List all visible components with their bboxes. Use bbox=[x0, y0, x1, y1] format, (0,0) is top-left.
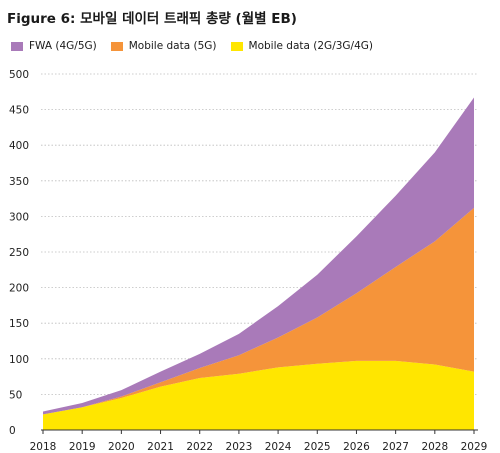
y-tick-label-400: 400 bbox=[9, 140, 29, 152]
legend-label-5g: Mobile data (5G) bbox=[128, 40, 217, 52]
x-tick-label-2019: 2019 bbox=[69, 441, 96, 453]
area-series-2 bbox=[43, 97, 474, 415]
y-tick-label-500: 500 bbox=[9, 69, 29, 81]
x-tick-label-2027: 2027 bbox=[382, 441, 409, 453]
legend-swatch-5g bbox=[110, 41, 123, 51]
x-tick-label-2028: 2028 bbox=[421, 441, 448, 453]
x-tick-label-2025: 2025 bbox=[304, 441, 331, 453]
x-tick-label-2022: 2022 bbox=[186, 441, 213, 453]
legend-item-fwa: FWA (4G/5G) bbox=[11, 40, 97, 52]
area-series-0 bbox=[43, 360, 474, 430]
x-tick-label-2026: 2026 bbox=[343, 441, 370, 453]
chart-legend: FWA (4G/5G) Mobile data (5G) Mobile data… bbox=[11, 40, 373, 52]
y-tick-label-100: 100 bbox=[9, 354, 29, 366]
y-tick-label-0: 0 bbox=[9, 425, 16, 437]
y-tick-label-250: 250 bbox=[9, 247, 29, 259]
legend-swatch-fwa bbox=[11, 41, 23, 51]
legend-item-5g: Mobile data (5G) bbox=[110, 40, 217, 52]
x-tick-label-2023: 2023 bbox=[226, 441, 253, 453]
area-series-1 bbox=[43, 207, 474, 415]
x-tick-label-2029: 2029 bbox=[461, 441, 488, 453]
x-tick-label-2021: 2021 bbox=[147, 441, 174, 453]
y-tick-label-350: 350 bbox=[9, 176, 29, 188]
legend-item-4g: Mobile data (2G/3G/4G) bbox=[230, 40, 374, 52]
y-tick-label-50: 50 bbox=[9, 389, 22, 401]
x-tick-label-2018: 2018 bbox=[30, 441, 57, 453]
x-tick-label-2024: 2024 bbox=[265, 441, 292, 453]
chart-title: Figure 6: 모바일 데이터 트래픽 총량 (월별 EB) bbox=[7, 11, 297, 27]
legend-label-4g: Mobile data (2G/3G/4G) bbox=[248, 40, 374, 52]
legend-swatch-4g bbox=[230, 41, 243, 51]
y-tick-label-450: 450 bbox=[9, 105, 29, 117]
y-tick-label-150: 150 bbox=[9, 318, 29, 330]
legend-label-fwa: FWA (4G/5G) bbox=[29, 40, 97, 52]
x-tick-label-2020: 2020 bbox=[108, 441, 135, 453]
y-tick-label-300: 300 bbox=[9, 211, 29, 223]
y-tick-label-200: 200 bbox=[9, 283, 29, 295]
